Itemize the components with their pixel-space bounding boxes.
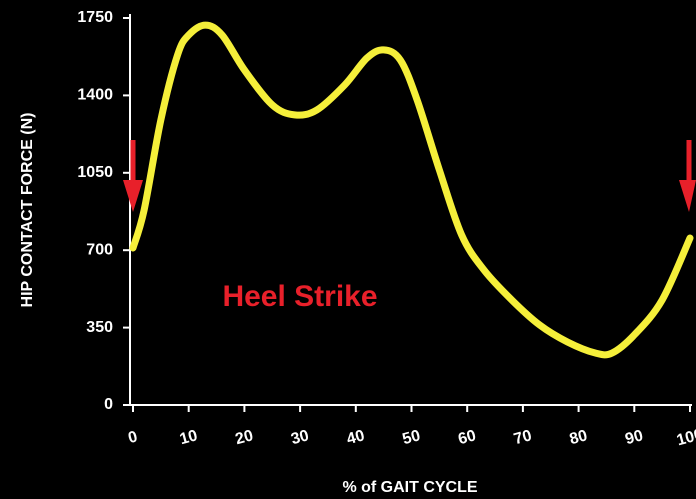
x-tick-label: 0 (126, 428, 139, 447)
x-tick-label: 50 (401, 427, 423, 448)
arrow-left (123, 140, 143, 212)
x-axis-label: % of GAIT CYCLE (342, 479, 477, 496)
y-tick-label: 1750 (77, 9, 113, 26)
x-tick-label: 10 (178, 427, 200, 448)
y-tick-label: 1050 (77, 164, 113, 181)
x-tick-label: 20 (234, 427, 256, 448)
x-tick-label: 60 (456, 427, 478, 448)
y-tick-label: 700 (86, 241, 113, 258)
arrow-right (679, 140, 696, 212)
y-tick-label: 1400 (77, 87, 113, 104)
y-tick-label: 0 (104, 396, 113, 413)
x-tick-label: 90 (623, 427, 645, 448)
annotation: Heel Strike (222, 280, 377, 313)
line (129, 21, 694, 359)
x-tick-label: 70 (512, 427, 534, 448)
y-axis-label: HIP CONTACT FORCE (N) (19, 113, 36, 308)
x-tick-label: 40 (345, 427, 367, 448)
x-tick-label: 100 (675, 426, 696, 449)
x-tick-label: 30 (289, 427, 311, 448)
y-tick-label: 350 (86, 319, 113, 336)
x-tick-label: 80 (568, 427, 590, 448)
